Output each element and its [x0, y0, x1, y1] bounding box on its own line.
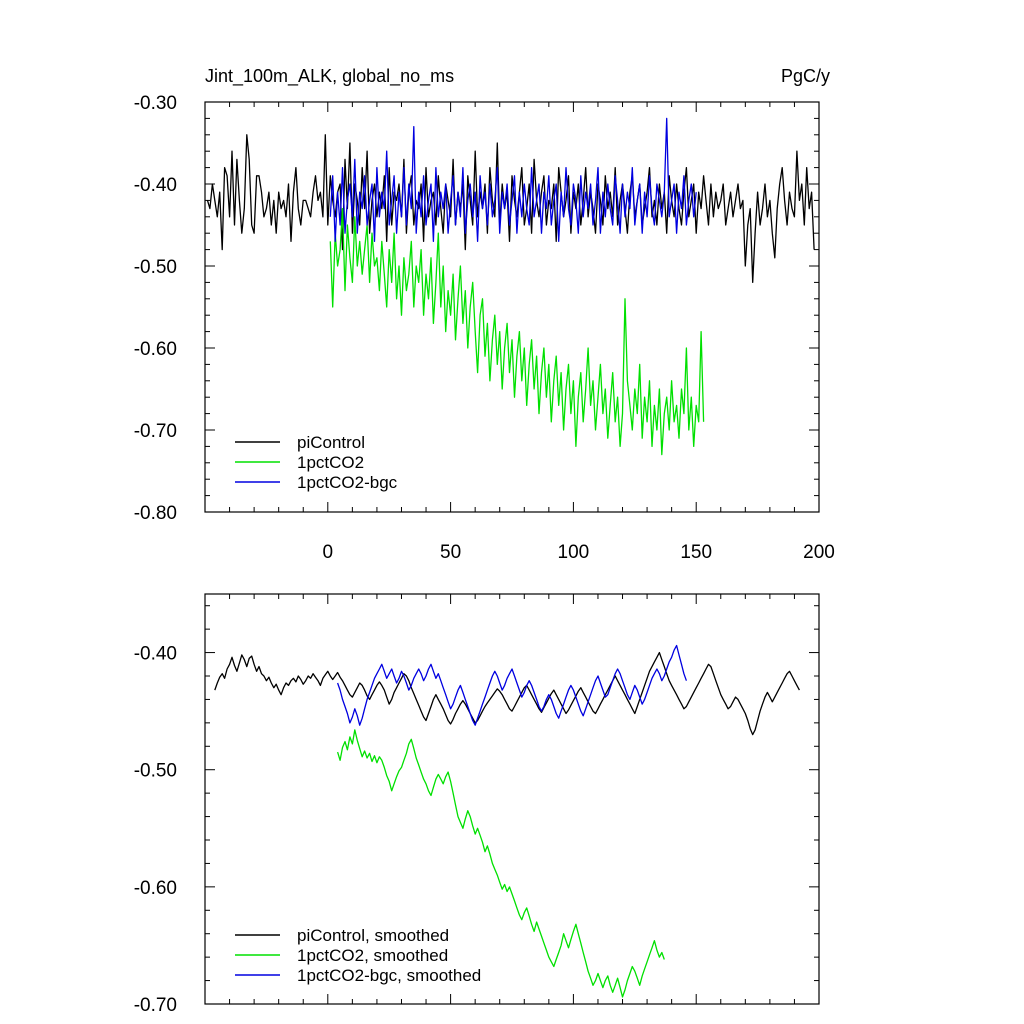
panel-bottom: -0.40 -0.50 -0.60 -0.70 piControl, smoothed…: [134, 593, 820, 1016]
series-line-picontrol-smoothed: [214, 651, 800, 736]
legend-label: 1pctCO2-bgc: [297, 473, 398, 492]
y-tick-label: -0.60: [134, 878, 177, 899]
series-line-1pctco2: [329, 207, 705, 456]
units-label: PgC/y: [781, 66, 830, 86]
chart-title: Jint_100m_ALK, global_no_ms: [205, 66, 454, 87]
series-line-1pctco2-bgc-smoothed: [336, 644, 688, 726]
legend-label: piControl: [297, 433, 365, 452]
y-tick-label: -0.70: [134, 995, 177, 1016]
legend-label: 1pctCO2-bgc, smoothed: [297, 966, 481, 985]
tick-group: 0 50 100 150 200 -0.30 -0.40 -0.50 -0.60 -0.70 -0.…: [134, 93, 835, 563]
series-group: [214, 644, 800, 998]
y-tick-label: -0.40: [134, 644, 177, 665]
series-line-1pctco2-bgc: [329, 117, 697, 243]
x-tick-label: 150: [680, 542, 712, 563]
legend-label: 1pctCO2: [297, 453, 364, 472]
y-tick-label: -0.70: [134, 421, 177, 442]
series-group: [206, 117, 815, 456]
x-tick-label: 50: [440, 542, 461, 563]
tick-group: -0.40 -0.50 -0.60 -0.70: [134, 594, 820, 1016]
series-line-1pctco2-smoothed: [336, 729, 665, 998]
y-tick-label: -0.60: [134, 339, 177, 360]
y-tick-label: -0.30: [134, 93, 177, 114]
y-tick-label: -0.40: [134, 175, 177, 196]
legend-label: 1pctCO2, smoothed: [297, 946, 448, 965]
panel-top: Jint_100m_ALK, global_no_ms PgC/y 0 50 100…: [134, 66, 835, 563]
y-tick-label: -0.50: [134, 257, 177, 278]
plot-frame: [204, 101, 820, 513]
y-tick-label: -0.50: [134, 761, 177, 782]
y-tick-label: -0.80: [134, 503, 177, 524]
x-tick-label: 200: [803, 542, 835, 563]
plot-frame: [204, 593, 820, 1005]
x-tick-label: 0: [323, 542, 334, 563]
legend-label: piControl, smoothed: [297, 926, 449, 945]
x-tick-label: 100: [558, 542, 590, 563]
